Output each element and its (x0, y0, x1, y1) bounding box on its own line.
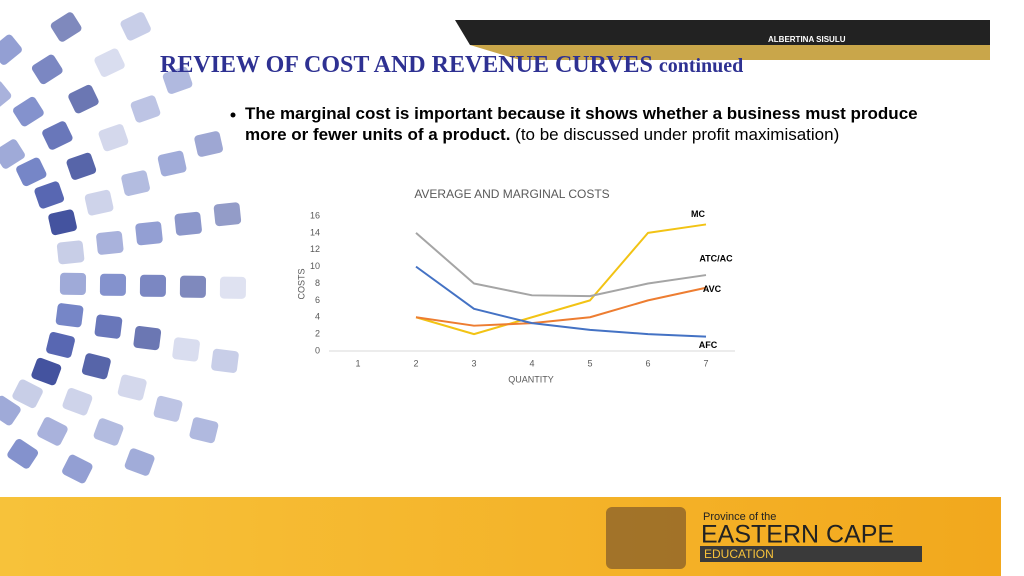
deco-square (62, 388, 93, 416)
header-banner-gold (470, 45, 990, 60)
series-label: AVC (703, 284, 722, 294)
y-tick-label: 4 (315, 312, 320, 322)
deco-square (0, 139, 25, 169)
deco-square (179, 275, 207, 298)
footer-band (0, 497, 1001, 576)
bullet-bold: The marginal cost is important because i… (245, 104, 918, 144)
deco-square (81, 353, 111, 380)
header-banner (455, 20, 990, 45)
title-suffix: continued (659, 55, 743, 77)
deco-square (16, 157, 47, 187)
deco-square (62, 454, 93, 484)
chart-title: AVERAGE AND MARGINAL COSTS (414, 187, 609, 201)
deco-square (194, 131, 223, 157)
y-tick-label: 2 (315, 329, 320, 339)
deco-square (55, 303, 84, 328)
deco-square (98, 124, 129, 152)
y-tick-label: 16 (310, 210, 320, 220)
deco-square (172, 337, 200, 362)
x-tick-label: 3 (471, 358, 476, 368)
y-tick-label: 12 (310, 244, 320, 254)
x-tick-label: 1 (355, 358, 360, 368)
deco-square (121, 170, 150, 196)
deco-square (124, 448, 155, 476)
deco-square (12, 379, 43, 409)
bullet-text: The marginal cost is important because i… (245, 103, 945, 145)
x-tick-label: 4 (529, 358, 534, 368)
y-tick-label: 8 (315, 278, 320, 288)
y-tick-label: 6 (315, 295, 320, 305)
deco-square (13, 96, 44, 127)
deco-square (0, 34, 22, 65)
series-line (415, 232, 707, 298)
deco-square (50, 12, 82, 42)
series-line (415, 223, 707, 336)
y-tick-label: 10 (310, 261, 320, 271)
footer-strip (700, 546, 922, 562)
deco-square (84, 189, 114, 216)
deco-square (189, 417, 219, 444)
deco-square (96, 230, 124, 255)
deco-square (59, 272, 87, 295)
series-line (415, 265, 707, 338)
deco-square (211, 348, 239, 373)
deco-square (31, 54, 63, 85)
deco-square (42, 121, 73, 150)
y-tick-label: 14 (310, 227, 320, 237)
deco-square (31, 357, 62, 386)
deco-square (34, 181, 65, 209)
deco-square (213, 202, 242, 227)
crest (606, 507, 686, 569)
deco-square (99, 273, 127, 296)
deco-square (0, 80, 12, 112)
deco-square (7, 439, 39, 469)
deco-square (133, 325, 162, 351)
deco-square (68, 84, 99, 114)
x-tick-label: 6 (645, 358, 650, 368)
y-axis-label: COSTS (296, 268, 306, 299)
deco-square (48, 209, 77, 236)
y-tick-label: 0 (315, 345, 320, 355)
series-line (415, 286, 707, 327)
title-main: REVIEW OF COST AND REVENUE CURVES (160, 52, 653, 78)
x-tick-label: 7 (703, 358, 708, 368)
deco-square (174, 211, 202, 236)
slide-title: REVIEW OF COST AND REVENUE CURVES contin… (160, 52, 743, 78)
deco-square (219, 276, 247, 299)
deco-square (139, 274, 167, 297)
logo-year: 2018 (810, 45, 828, 54)
footer-line3: EDUCATION (704, 547, 774, 561)
deco-square (93, 418, 124, 446)
bullet-normal: (to be discussed under profit maximisati… (515, 125, 840, 144)
deco-square (0, 395, 21, 426)
logo-text: ALBERTINA SISULU (768, 35, 846, 44)
footer-line2: EASTERN CAPE (701, 521, 894, 549)
deco-square (135, 221, 163, 246)
deco-square (94, 48, 125, 77)
footer-line1: Province of the (703, 511, 776, 523)
x-tick-label: 2 (413, 358, 418, 368)
bullet-box: The marginal cost is important because i… (245, 103, 945, 145)
decoration (0, 12, 247, 484)
deco-square (157, 150, 187, 177)
deco-square (120, 12, 151, 41)
deco-square (46, 331, 75, 358)
deco-square (66, 152, 97, 180)
deco-square (94, 314, 123, 339)
deco-square (162, 66, 193, 94)
deco-square (117, 374, 147, 401)
x-tick-label: 5 (587, 358, 592, 368)
deco-square (153, 395, 183, 422)
series-label: ATC/AC (699, 253, 733, 263)
x-axis-label: QUANTITY (508, 374, 554, 384)
deco-square (37, 417, 68, 446)
bullet-dot (230, 112, 236, 118)
series-label: MC (691, 209, 705, 219)
deco-square (56, 240, 85, 265)
deco-square (130, 95, 161, 123)
series-label: AFC (699, 340, 718, 350)
